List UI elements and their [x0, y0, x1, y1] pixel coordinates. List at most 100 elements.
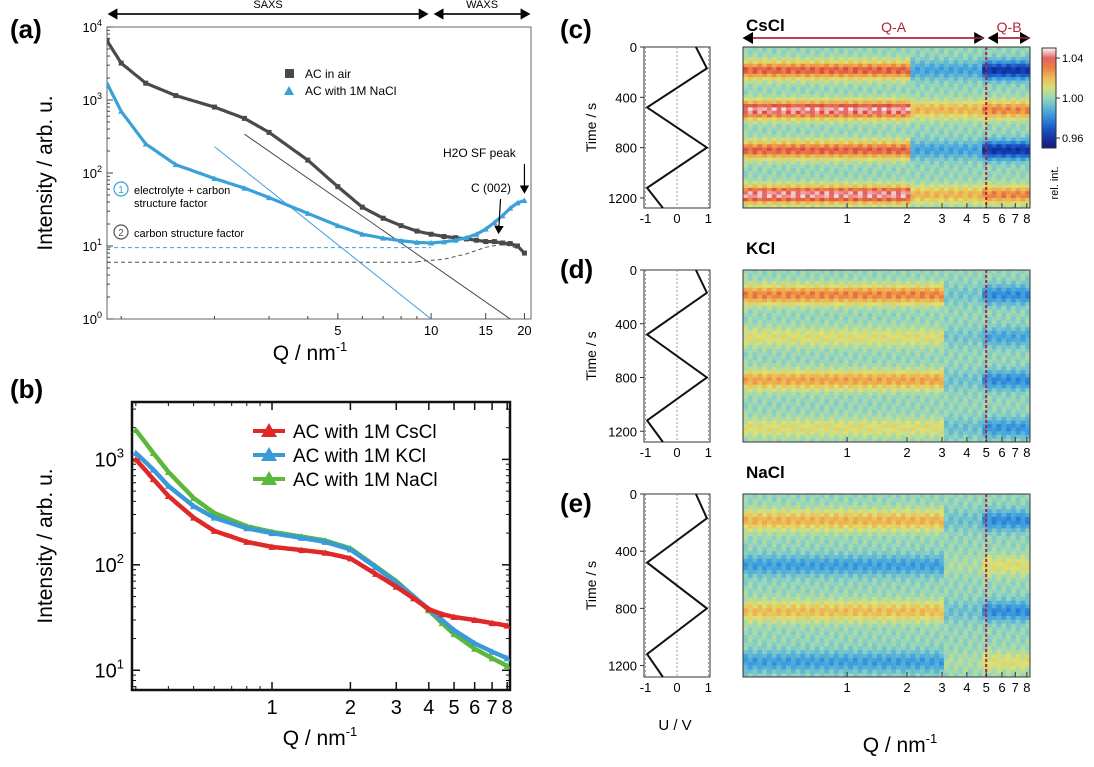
heatmap-cell — [886, 87, 892, 91]
heatmap-cell — [900, 191, 907, 195]
heatmap-cell — [781, 120, 787, 125]
heatmap-cell — [1010, 147, 1017, 152]
heatmap-cell — [948, 295, 954, 300]
heatmap-cell — [790, 107, 797, 112]
heatmap-cell — [991, 316, 997, 321]
heatmap-cell — [819, 334, 825, 339]
heatmap-cell — [943, 204, 950, 209]
heatmap-cell — [910, 167, 916, 172]
heatmap-cell — [977, 157, 983, 162]
heatmap-cell — [915, 167, 921, 172]
heatmap-cell — [939, 194, 945, 199]
heatmap-cell — [953, 366, 959, 371]
heatmap-cell — [996, 147, 1002, 152]
heatmap-cell — [929, 177, 935, 182]
heatmap-cell — [1020, 359, 1026, 364]
heatmap-cell — [757, 177, 763, 182]
heatmap-cell — [872, 104, 878, 108]
heatmap-cell — [967, 298, 973, 303]
heatmap-cell — [786, 110, 792, 115]
heatmap-x-tick-label: 7 — [1012, 211, 1019, 226]
heatmap-cell — [743, 359, 749, 364]
annotation-badge-2-label: 2 — [118, 228, 124, 239]
heatmap-cell — [1001, 309, 1007, 314]
heatmap-cell — [776, 107, 782, 112]
heatmap-cell — [1006, 345, 1012, 350]
heatmap-cell — [766, 63, 773, 68]
heatmap-cell — [862, 363, 868, 368]
heatmap-cell — [905, 124, 911, 128]
heatmap-cell — [771, 100, 777, 105]
heatmap-cell — [838, 87, 844, 91]
heatmap-cell — [819, 140, 825, 145]
heatmap-cell — [958, 291, 964, 296]
heatmap-cell — [1010, 191, 1017, 195]
heatmap-cell — [900, 273, 907, 278]
heatmap-cell — [915, 370, 921, 375]
heatmap-cell — [833, 144, 840, 149]
heatmap-cell — [762, 334, 768, 339]
heatmap-cell — [953, 50, 959, 55]
heatmap-cell — [819, 97, 825, 102]
heatmap-cell — [934, 352, 940, 357]
heatmap-cell — [862, 338, 868, 343]
heatmap-cell — [943, 302, 950, 307]
heatmap-cell — [924, 194, 930, 199]
heatmap-cell — [1010, 320, 1017, 325]
heatmap-cell — [915, 177, 921, 182]
heatmap-cell — [924, 120, 930, 125]
heatmap-cell — [943, 305, 950, 310]
heatmap-cell — [752, 171, 758, 175]
heatmap-cell — [886, 197, 892, 202]
heatmap-cell — [862, 181, 868, 185]
heatmap-cell — [786, 280, 792, 285]
heatmap-cell — [838, 191, 844, 195]
heatmap-cell — [972, 144, 978, 149]
heatmap-cell — [743, 316, 749, 321]
panel-a-y-tick-label-base: 10 — [83, 166, 97, 181]
heatmap-cell — [747, 107, 753, 112]
heatmap-cell — [886, 73, 892, 78]
heatmap-cell — [843, 80, 849, 85]
heatmap-cell — [824, 90, 830, 95]
heatmap-cell — [943, 277, 950, 282]
heatmap-cell — [953, 87, 959, 91]
heatmap-cell — [771, 93, 777, 98]
heatmap-cell — [872, 67, 878, 71]
heatmap-cell — [1020, 157, 1026, 162]
heatmap-cell — [757, 277, 763, 282]
heatmap-cell — [977, 204, 983, 209]
heatmap-cell — [963, 302, 969, 307]
heatmap-cell — [743, 154, 749, 159]
heatmap-cell — [876, 313, 883, 317]
heatmap-cell — [1015, 60, 1021, 65]
heatmap-cell — [967, 302, 973, 307]
heatmap-cell — [929, 194, 935, 199]
heatmap-cell — [833, 356, 840, 360]
heatmap-cell — [800, 366, 806, 371]
heatmap-cell — [819, 341, 825, 346]
heatmap-cell — [881, 77, 887, 81]
heatmap-cell — [929, 273, 935, 278]
heatmap-cell — [781, 277, 787, 282]
heatmap-cell — [766, 174, 773, 179]
heatmap-cell — [996, 316, 1002, 321]
heatmap-cell — [915, 277, 921, 282]
heatmap-cell — [867, 87, 873, 91]
heatmap-cell — [991, 177, 997, 182]
heatmap-cell — [824, 309, 830, 314]
heatmap-cell — [1010, 356, 1017, 360]
heatmap-cell — [824, 194, 830, 199]
heatmap-cell — [986, 323, 993, 328]
heatmap-cell — [757, 154, 763, 159]
heatmap-cell — [919, 70, 926, 75]
heatmap-cell — [862, 120, 868, 125]
heatmap-cell — [905, 83, 911, 88]
heatmap-cell — [953, 63, 959, 68]
heatmap-cell — [972, 137, 978, 142]
heatmap-cell — [872, 352, 878, 357]
heatmap-cell — [967, 277, 973, 282]
heatmap-cell — [1020, 197, 1026, 202]
heatmap-cell — [862, 127, 868, 132]
heatmap-cell — [872, 194, 878, 199]
